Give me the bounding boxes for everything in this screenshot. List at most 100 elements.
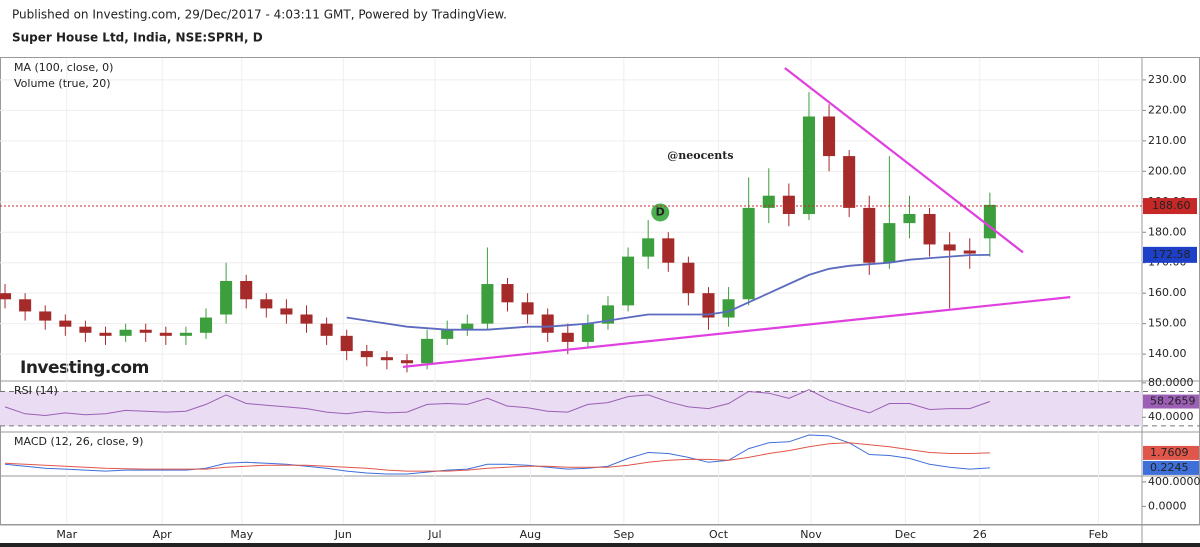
y-tick-label: 400.0000 [1148, 475, 1200, 488]
ma-line [346, 254, 990, 331]
candle-body [179, 332, 192, 336]
x-tick-label: 26 [973, 528, 987, 541]
candle-body [662, 238, 675, 263]
indicator-line [4, 442, 990, 472]
candle-body [823, 116, 836, 157]
y-tick-label: 140.00 [1148, 347, 1187, 360]
candle-body [622, 256, 635, 306]
candle-body [280, 308, 293, 315]
candle-body [199, 317, 213, 333]
candle-body [601, 305, 615, 324]
x-tick-label: Jul [427, 528, 441, 541]
price-tag-label: 188.60 [1152, 199, 1191, 212]
candle-body [99, 332, 112, 336]
candle-body [119, 329, 132, 336]
candle-body [380, 357, 393, 361]
candle-body [742, 207, 755, 300]
candle-body [923, 213, 936, 245]
y-tick-label: 0.0000 [1148, 499, 1187, 512]
candle-body [360, 351, 373, 358]
candle-body [863, 207, 876, 263]
value-tag-label: 0.2245 [1150, 461, 1189, 474]
x-tick-label: Sep [613, 528, 634, 541]
candle-body [702, 293, 715, 318]
y-tick-label: 200.00 [1148, 164, 1187, 177]
candle-body [320, 323, 333, 336]
y-tick-label: 150.00 [1148, 317, 1187, 330]
candle-body [581, 323, 594, 342]
candle-body [260, 299, 273, 309]
candle-body [642, 238, 655, 257]
value-tag [1143, 445, 1199, 460]
candle-body [220, 280, 233, 315]
candle-body [883, 223, 896, 263]
value-tag [1143, 394, 1199, 409]
x-tick-label: Aug [520, 528, 541, 541]
panel-title: MACD (12, 26, close, 9) [14, 435, 143, 448]
candle-body [802, 116, 815, 214]
x-tick-label: Oct [709, 528, 729, 541]
annotation: @neocents [667, 149, 733, 162]
y-tick-label: 160.00 [1148, 286, 1187, 299]
symbol-title: Super House Ltd, India, NSE:SPRH, D [12, 31, 263, 45]
x-tick-label: May [230, 528, 253, 541]
x-tick-label: Feb [1089, 528, 1108, 541]
candle-body [903, 213, 916, 224]
y-tick-label: 220.00 [1148, 103, 1187, 116]
indicator-line [4, 389, 991, 417]
candle-body [340, 335, 353, 352]
price-tag [1143, 198, 1197, 215]
candle-body [300, 314, 313, 324]
candle-body [19, 299, 32, 312]
value-tag [1143, 460, 1199, 475]
legend-entry: MA (100, close, 0) [14, 61, 113, 74]
candle-body [139, 329, 152, 333]
candle-body [421, 338, 434, 364]
x-tick-label: Apr [153, 528, 173, 541]
candle-body [521, 302, 534, 315]
y-tick-label: 80.0000 [1148, 376, 1194, 389]
panel-title: RSI (14) [14, 384, 58, 397]
y-tick-label: 40.0000 [1148, 410, 1194, 423]
y-tick-label: 210.00 [1148, 134, 1187, 147]
legend-entry: Volume (true, 20) [14, 77, 111, 90]
candle-body [79, 326, 92, 333]
value-tag-label: 1.7609 [1150, 446, 1189, 459]
candle-body [400, 360, 414, 364]
bottom-bar [0, 543, 1200, 547]
candle-body [943, 244, 956, 251]
candle-body [240, 280, 253, 300]
candle-body [0, 293, 12, 300]
logo: Investing.com [20, 358, 149, 378]
x-tick-label: Nov [800, 528, 822, 541]
y-tick-label: 180.00 [1148, 225, 1187, 238]
candle-body [59, 320, 72, 327]
trendline [784, 67, 1024, 254]
x-tick-label: Dec [895, 528, 916, 541]
candle-body [722, 299, 735, 318]
candle-body [762, 195, 775, 208]
price-tag [1143, 246, 1197, 263]
candle-body [481, 284, 494, 324]
marker-circle [651, 203, 670, 222]
value-tag-label: 58.2659 [1150, 395, 1196, 408]
candle-body [501, 284, 514, 303]
published-note: Published on Investing.com, 29/Dec/2017 … [12, 8, 507, 22]
candle-body [963, 250, 976, 254]
indicator-line [4, 434, 990, 475]
candle-body [441, 329, 454, 339]
candle-body [461, 323, 474, 330]
price-tag-label: 172.58 [1152, 248, 1191, 261]
candle-body [561, 332, 574, 342]
candle-body [39, 311, 52, 321]
candle-body [541, 314, 554, 333]
candle-body [843, 156, 856, 208]
candle-body [159, 332, 172, 336]
x-tick-label: Jun [334, 528, 352, 541]
candle-body [682, 262, 695, 294]
annotation: D [656, 205, 665, 218]
candle-body [983, 204, 996, 239]
x-tick-label: Mar [56, 528, 77, 541]
